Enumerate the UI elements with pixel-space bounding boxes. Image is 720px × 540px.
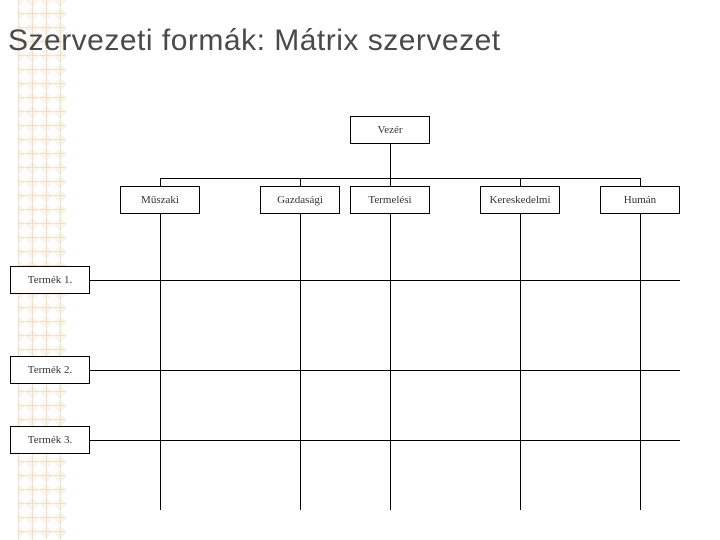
connector-bus-to-func-1 [300, 178, 301, 186]
grid-col-3 [520, 214, 521, 510]
top-node: Vezér [350, 116, 430, 144]
grid-row-0 [90, 280, 680, 281]
product-node-1: Termék 2. [10, 356, 90, 384]
product-node-0: Termék 1. [10, 266, 90, 294]
grid-col-1 [300, 214, 301, 510]
connector-bus-to-func-0 [160, 178, 161, 186]
connector-bus-to-func-3 [520, 178, 521, 186]
connector-bus-to-func-4 [640, 178, 641, 186]
grid-col-0 [160, 214, 161, 510]
grid-row-2 [90, 440, 680, 441]
product-node-2: Termék 3. [10, 426, 90, 454]
grid-col-2 [390, 214, 391, 510]
function-node-1: Gazdasági [260, 186, 340, 214]
connector-top-to-bus [390, 144, 391, 178]
function-node-3: Kereskedelmi [480, 186, 560, 214]
function-node-0: Műszaki [120, 186, 200, 214]
function-node-2: Termelési [350, 186, 430, 214]
connector-bus [160, 178, 640, 179]
connector-bus-to-func-2 [390, 178, 391, 186]
grid-col-4 [640, 214, 641, 510]
function-node-4: Humán [600, 186, 680, 214]
page-title: Szervezeti formák: Mátrix szervezet [8, 24, 501, 58]
grid-row-1 [90, 370, 680, 371]
